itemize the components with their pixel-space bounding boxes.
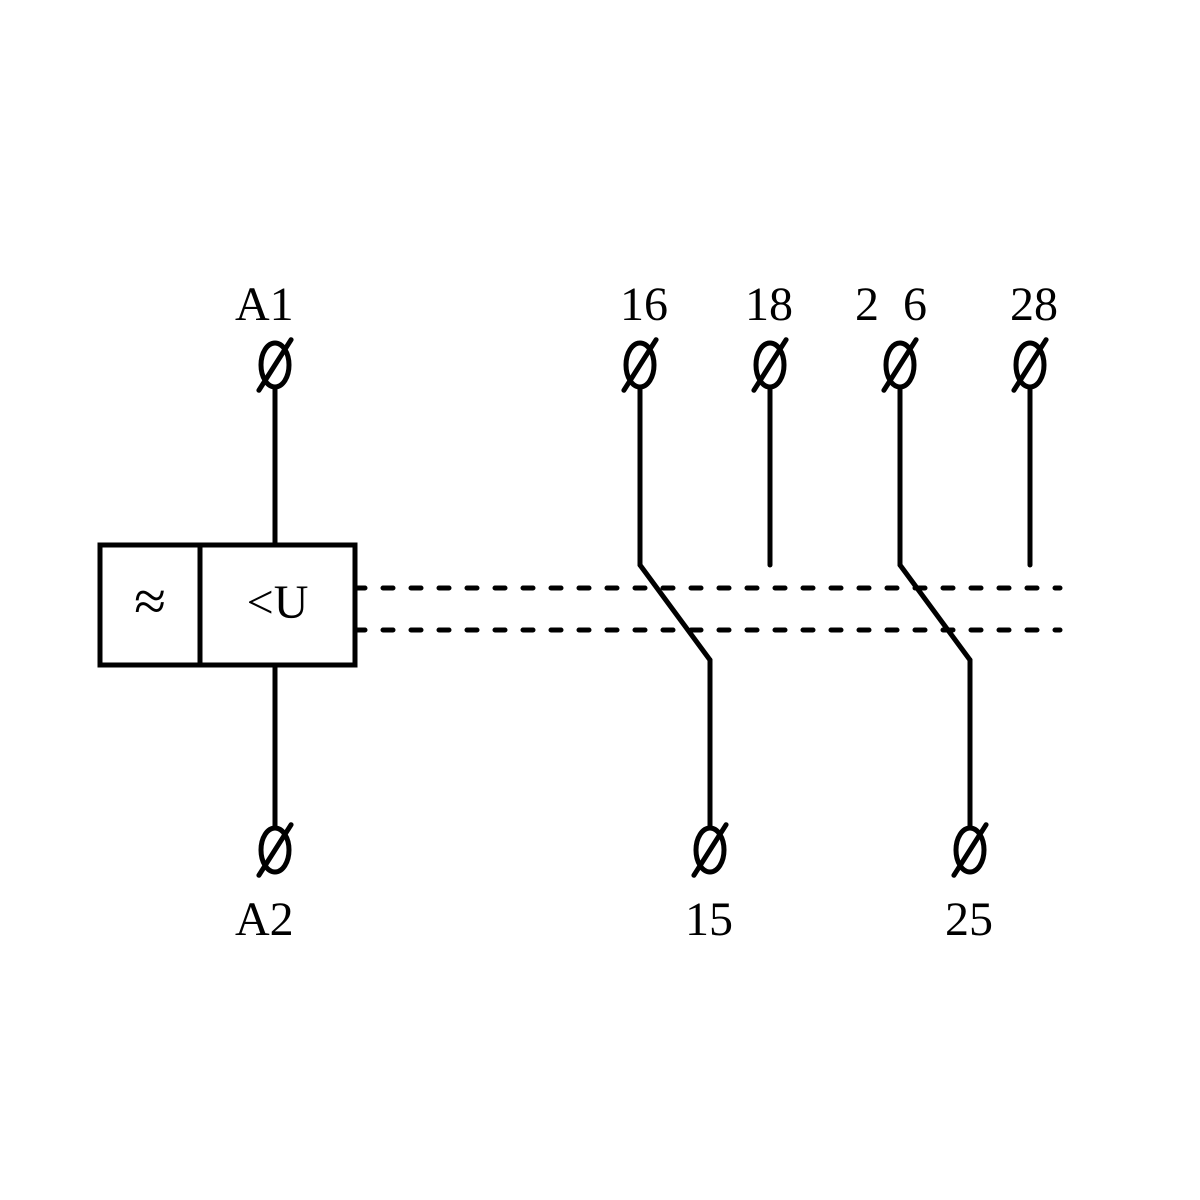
terminal-t15 xyxy=(694,825,726,876)
label-t28: 28 xyxy=(1010,278,1058,331)
relay-symbol-undervoltage: <U xyxy=(247,576,309,629)
relay-symbol-ac: ≈ xyxy=(134,568,166,633)
terminal-t28 xyxy=(1014,340,1046,391)
terminal-A1 xyxy=(259,340,291,391)
terminal-t16 xyxy=(624,340,656,391)
terminal-t18 xyxy=(754,340,786,391)
label-t25: 25 xyxy=(945,893,993,946)
label-A1: A1 xyxy=(235,278,294,331)
label-t16: 16 xyxy=(620,278,668,331)
wire-sw1_arm xyxy=(640,565,710,660)
terminal-t26 xyxy=(884,340,916,391)
relay-schematic: ≈ <U A1 A2 16 18 26 28 15 25 xyxy=(0,0,1200,1200)
label-t26_6: 6 xyxy=(903,278,927,331)
label-A2: A2 xyxy=(235,893,294,946)
terminal-t25 xyxy=(954,825,986,876)
terminal-A2 xyxy=(259,825,291,876)
wire-sw2_arm xyxy=(900,565,970,660)
label-t26_2: 2 xyxy=(855,278,879,331)
label-t18: 18 xyxy=(745,278,793,331)
label-t15: 15 xyxy=(685,893,733,946)
